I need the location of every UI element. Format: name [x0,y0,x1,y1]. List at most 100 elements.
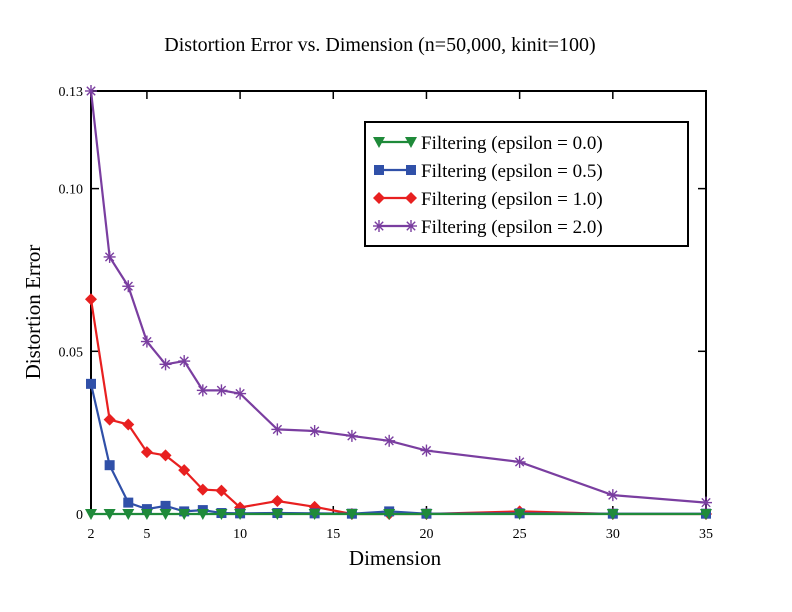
asterisk-stroke [160,359,171,370]
x-tick-label: 30 [606,527,620,542]
legend-item: Filtering (epsilon = 0.0) [373,133,603,154]
data-point [234,509,247,520]
series-1 [86,378,711,519]
legend-marker [373,137,385,148]
data-point [122,418,135,431]
data-point [215,384,228,397]
asterisk-stroke [384,436,394,446]
data-point [86,378,96,389]
x-tick-label: 5 [143,527,150,542]
asterisk-stroke [309,426,320,436]
data-point [103,413,116,426]
legend-marker [373,220,385,232]
asterisk-stroke [421,445,432,456]
asterisk-stroke [86,86,96,96]
legend-item: Filtering (epsilon = 0.5) [374,161,603,182]
data-point [196,483,209,496]
legend-marker [405,220,417,232]
legend-item: Filtering (epsilon = 1.0) [373,189,603,210]
data-point [103,509,116,520]
data-point [159,449,172,462]
legend-marker [406,165,416,175]
legend-label: Filtering (epsilon = 0.5) [421,161,603,182]
data-point [271,494,284,507]
asterisk-stroke [347,431,357,441]
data-point [85,509,97,520]
data-point [271,423,284,436]
data-point [215,509,228,520]
asterisk-stroke [406,221,416,231]
data-point [383,434,396,447]
data-point [140,509,153,520]
series-line [89,299,706,516]
legend: Filtering (epsilon = 0.0) Filtering (epsi… [364,121,689,247]
legend-item: Filtering (epsilon = 2.0) [373,217,603,238]
data-point [122,509,135,520]
y-tick-label: 0.13 [59,85,84,100]
x-tick-label: 15 [326,527,340,542]
legend-marker [405,137,417,148]
asterisk-stroke [198,385,208,396]
series-2 [85,293,712,520]
x-axis-label: Dimension [349,546,442,570]
y-tick-label: 0.10 [59,183,84,198]
data-point [420,444,433,457]
asterisk-stroke [179,356,189,366]
asterisk-stroke [701,497,711,508]
asterisk-stroke [216,385,227,396]
y-axis-label: Distortion Error [21,245,45,380]
data-point [215,484,228,497]
data-point [122,280,135,293]
data-point [178,509,191,520]
legend-marker [374,165,384,175]
data-point [420,509,433,520]
data-point [178,464,191,477]
data-point [196,509,209,520]
asterisk-stroke [272,424,283,435]
data-point [700,509,712,520]
data-point [271,509,284,520]
data-point [383,509,396,520]
x-tick-label: 35 [699,527,713,542]
x-tick-label: 25 [513,527,527,542]
asterisk-stroke [104,252,115,262]
data-point [345,429,358,442]
data-point [606,509,619,520]
series-3 [85,85,712,509]
data-point [700,496,712,509]
data-point [178,355,191,368]
data-point [160,500,171,511]
asterisk-stroke [142,336,152,347]
y-tick-label: 0.05 [59,345,84,360]
data-point [513,455,526,468]
data-point [85,293,97,306]
data-point [85,85,97,97]
data-point [308,509,321,520]
data-point [159,358,172,371]
legend-marker [405,192,417,204]
legend-label: Filtering (epsilon = 1.0) [421,189,603,210]
series-0 [85,509,712,520]
x-tick-label: 2 [88,527,95,542]
asterisk-stroke [374,221,384,231]
legend-box [364,121,689,247]
y-tick-label: 0 [76,508,83,523]
data-point [159,509,172,520]
x-tick-label: 10 [233,527,247,542]
data-point [308,425,321,438]
data-point [234,387,247,400]
asterisk-stroke [235,388,245,399]
legend-label: Filtering (epsilon = 0.0) [421,133,603,154]
chart-title: Distortion Error vs. Dimension (n=50,000… [164,34,595,56]
data-point [606,489,619,502]
data-point [196,384,209,397]
legend-label: Filtering (epsilon = 2.0) [421,217,603,238]
data-point [103,250,116,263]
asterisk-stroke [123,281,133,291]
legend-marker [373,192,385,204]
data-point [345,509,358,520]
asterisk-stroke [514,457,525,467]
